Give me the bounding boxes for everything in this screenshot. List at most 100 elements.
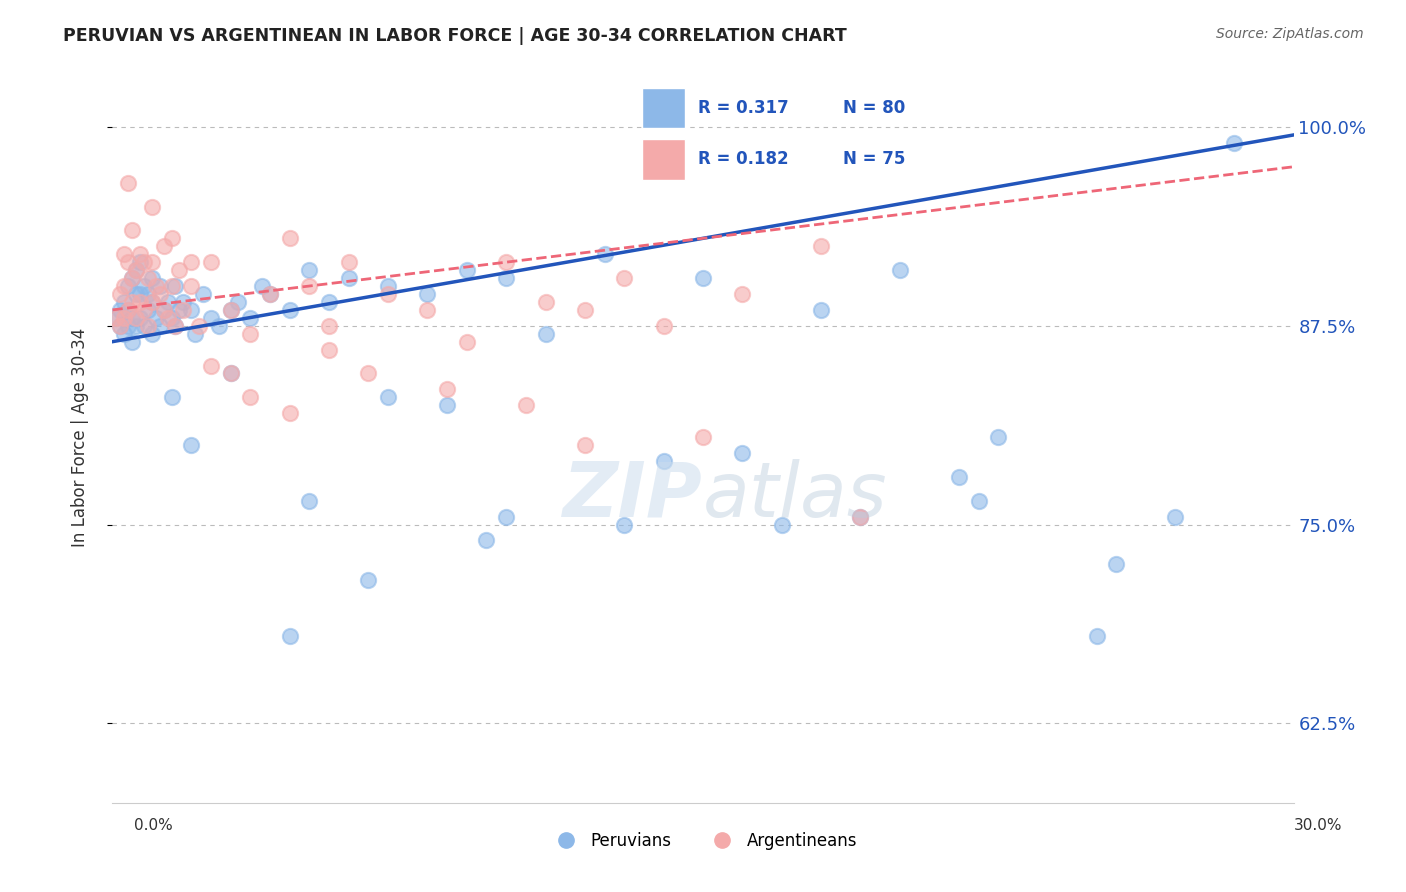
- Point: [165, 318, 187, 333]
- Point: [534, 294, 557, 309]
- Point: [141, 326, 163, 341]
- Point: [534, 326, 557, 341]
- Text: ZIP: ZIP: [564, 458, 703, 533]
- Y-axis label: In Labor Force | Age 30-34: In Labor Force | Age 30-34: [70, 327, 89, 547]
- Point: [456, 263, 478, 277]
- Point: [228, 294, 250, 309]
- Point: [117, 318, 139, 333]
- Text: R = 0.317: R = 0.317: [697, 99, 789, 117]
- Point: [117, 176, 139, 190]
- Point: [110, 302, 132, 317]
- Point: [105, 310, 128, 325]
- Text: N = 80: N = 80: [844, 99, 905, 117]
- Point: [948, 470, 970, 484]
- Point: [337, 271, 360, 285]
- Point: [208, 318, 231, 333]
- Point: [180, 255, 202, 269]
- Text: Source: ZipAtlas.com: Source: ZipAtlas.com: [1216, 27, 1364, 41]
- Point: [259, 287, 281, 301]
- FancyBboxPatch shape: [643, 87, 685, 128]
- Point: [172, 302, 194, 317]
- Point: [136, 318, 159, 333]
- Text: PERUVIAN VS ARGENTINEAN IN LABOR FORCE | AGE 30-34 CORRELATION CHART: PERUVIAN VS ARGENTINEAN IN LABOR FORCE |…: [63, 27, 846, 45]
- Point: [136, 302, 159, 317]
- Point: [141, 200, 163, 214]
- Legend: Peruvians, Argentineans: Peruvians, Argentineans: [543, 825, 863, 856]
- Point: [278, 302, 301, 317]
- Point: [125, 310, 148, 325]
- Point: [141, 294, 163, 309]
- Point: [105, 310, 128, 325]
- Point: [731, 446, 754, 460]
- Text: R = 0.182: R = 0.182: [697, 151, 789, 169]
- Point: [250, 279, 273, 293]
- Point: [377, 390, 399, 404]
- Point: [110, 287, 132, 301]
- Point: [200, 359, 222, 373]
- Point: [239, 390, 262, 404]
- Point: [141, 271, 163, 285]
- Point: [188, 318, 211, 333]
- Point: [475, 533, 498, 548]
- Point: [132, 302, 155, 317]
- Point: [318, 318, 340, 333]
- Point: [136, 287, 159, 301]
- Point: [129, 310, 152, 325]
- Point: [515, 398, 537, 412]
- Point: [184, 326, 207, 341]
- Point: [770, 517, 793, 532]
- Point: [495, 509, 517, 524]
- Point: [160, 279, 183, 293]
- Point: [152, 239, 174, 253]
- Point: [987, 430, 1010, 444]
- Point: [112, 247, 135, 261]
- Point: [121, 271, 143, 285]
- Point: [117, 255, 139, 269]
- Point: [849, 509, 872, 524]
- Point: [278, 231, 301, 245]
- Point: [849, 509, 872, 524]
- Point: [377, 279, 399, 293]
- Point: [810, 239, 832, 253]
- Point: [180, 302, 202, 317]
- Point: [156, 310, 179, 325]
- Point: [180, 438, 202, 452]
- Point: [112, 294, 135, 309]
- Point: [149, 287, 172, 301]
- Point: [495, 255, 517, 269]
- Point: [145, 310, 167, 325]
- Point: [169, 263, 191, 277]
- Point: [121, 223, 143, 237]
- Point: [121, 271, 143, 285]
- Point: [141, 294, 163, 309]
- Point: [652, 454, 675, 468]
- Point: [121, 334, 143, 349]
- Point: [121, 294, 143, 309]
- Point: [152, 302, 174, 317]
- Point: [112, 326, 135, 341]
- Point: [810, 302, 832, 317]
- Point: [112, 310, 135, 325]
- Point: [160, 231, 183, 245]
- Point: [125, 287, 148, 301]
- Point: [239, 310, 262, 325]
- Point: [125, 263, 148, 277]
- FancyBboxPatch shape: [643, 139, 685, 180]
- Point: [1223, 136, 1246, 150]
- Point: [121, 310, 143, 325]
- Point: [436, 383, 458, 397]
- Point: [160, 390, 183, 404]
- Point: [129, 287, 152, 301]
- Point: [416, 287, 439, 301]
- Point: [1105, 558, 1128, 572]
- Point: [117, 302, 139, 317]
- Point: [219, 367, 242, 381]
- Point: [357, 367, 380, 381]
- Point: [574, 302, 596, 317]
- Point: [110, 318, 132, 333]
- Point: [613, 517, 636, 532]
- Point: [165, 279, 187, 293]
- Point: [318, 294, 340, 309]
- Point: [172, 294, 194, 309]
- Point: [692, 271, 714, 285]
